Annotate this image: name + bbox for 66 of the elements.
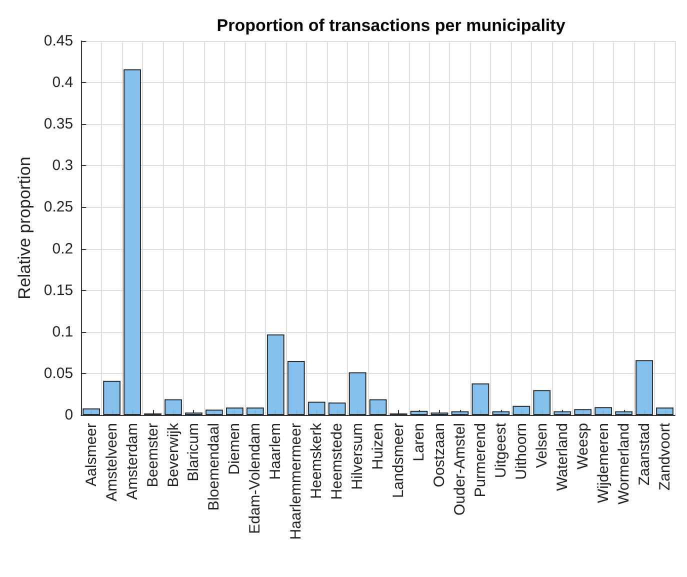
x-tick-label: Beemster [144, 423, 162, 488]
bar [348, 372, 366, 415]
bar [164, 399, 182, 415]
bar [512, 406, 530, 415]
bar [594, 407, 612, 415]
x-tick-label: Beverwijk [164, 422, 182, 488]
bar [328, 402, 346, 415]
x-tick-label: Aalsmeer [82, 423, 100, 486]
bar [451, 411, 469, 415]
bar [124, 69, 141, 415]
x-tick-label: Zaanstad [636, 423, 653, 486]
x-tick-label: Ouder-Amstel [451, 423, 468, 516]
bar [410, 410, 428, 415]
bar [246, 408, 264, 415]
bar [287, 360, 305, 415]
x-tick-label: Haarlem [267, 423, 284, 480]
x-tick-label: Heemskerk [308, 422, 326, 499]
x-tick-label: Uithoorn [512, 423, 530, 480]
x-tick-label: Velsen [533, 423, 550, 468]
bar [206, 410, 223, 415]
bar [472, 383, 490, 415]
bar [82, 408, 100, 415]
bar [226, 408, 244, 415]
y-axis-title: Relative proportion [15, 156, 34, 300]
x-tick-label: Purmerend [472, 423, 489, 498]
bar [103, 380, 121, 415]
x-tick-label: Bloemendaal [206, 423, 223, 511]
x-tick-label: Waterland [554, 423, 571, 491]
x-tick-label: Haarlemmermeer [288, 423, 305, 540]
bar [308, 402, 326, 415]
x-tick-label: Blaricum [185, 423, 202, 482]
bar [636, 360, 653, 415]
x-tick-label: Uitgeest [492, 422, 510, 478]
bar [574, 409, 592, 415]
x-tick-label: Hilversum [349, 423, 366, 490]
x-tick-label: Landsmeer [390, 423, 408, 498]
chart-title: Proportion of transactions per municipality [216, 16, 566, 35]
bar [554, 411, 572, 415]
bar [656, 408, 674, 415]
x-tick-label: Zandvoort [656, 422, 674, 491]
bar [533, 390, 551, 415]
y-tick-label: 0.05 [44, 364, 74, 382]
x-tick-label: Wijdemeren [594, 423, 612, 504]
x-tick-label: Oostzaan [430, 423, 448, 488]
x-tick-label: Amstelveen [103, 423, 120, 502]
y-tick-label: 0.4 [52, 74, 74, 92]
bar [369, 399, 387, 415]
bar [492, 411, 510, 415]
x-tick-label: Laren [410, 423, 428, 462]
y-tick-label: 0.35 [44, 116, 74, 133]
x-tick-label: Edam-Volendam [246, 423, 264, 534]
bar [266, 334, 284, 415]
y-tick-label: 0.1 [52, 323, 74, 340]
y-tick-label: 0 [64, 406, 74, 424]
x-tick-label: Diemen [226, 423, 244, 475]
y-tick-label: 0.3 [52, 157, 74, 174]
x-tick-label: Wormerland [615, 423, 632, 504]
bar [615, 411, 633, 415]
y-tick-label: 0.15 [44, 282, 74, 299]
y-tick-label: 0.25 [44, 198, 74, 216]
y-tick-label: 0.45 [44, 32, 74, 50]
y-tick-label: 0.2 [52, 240, 74, 258]
x-tick-label: Heemstede [328, 423, 346, 500]
x-tick-label: Amsterdam [124, 423, 141, 500]
x-tick-label: Huizen [370, 423, 387, 470]
x-tick-label: Weesp [574, 423, 592, 470]
